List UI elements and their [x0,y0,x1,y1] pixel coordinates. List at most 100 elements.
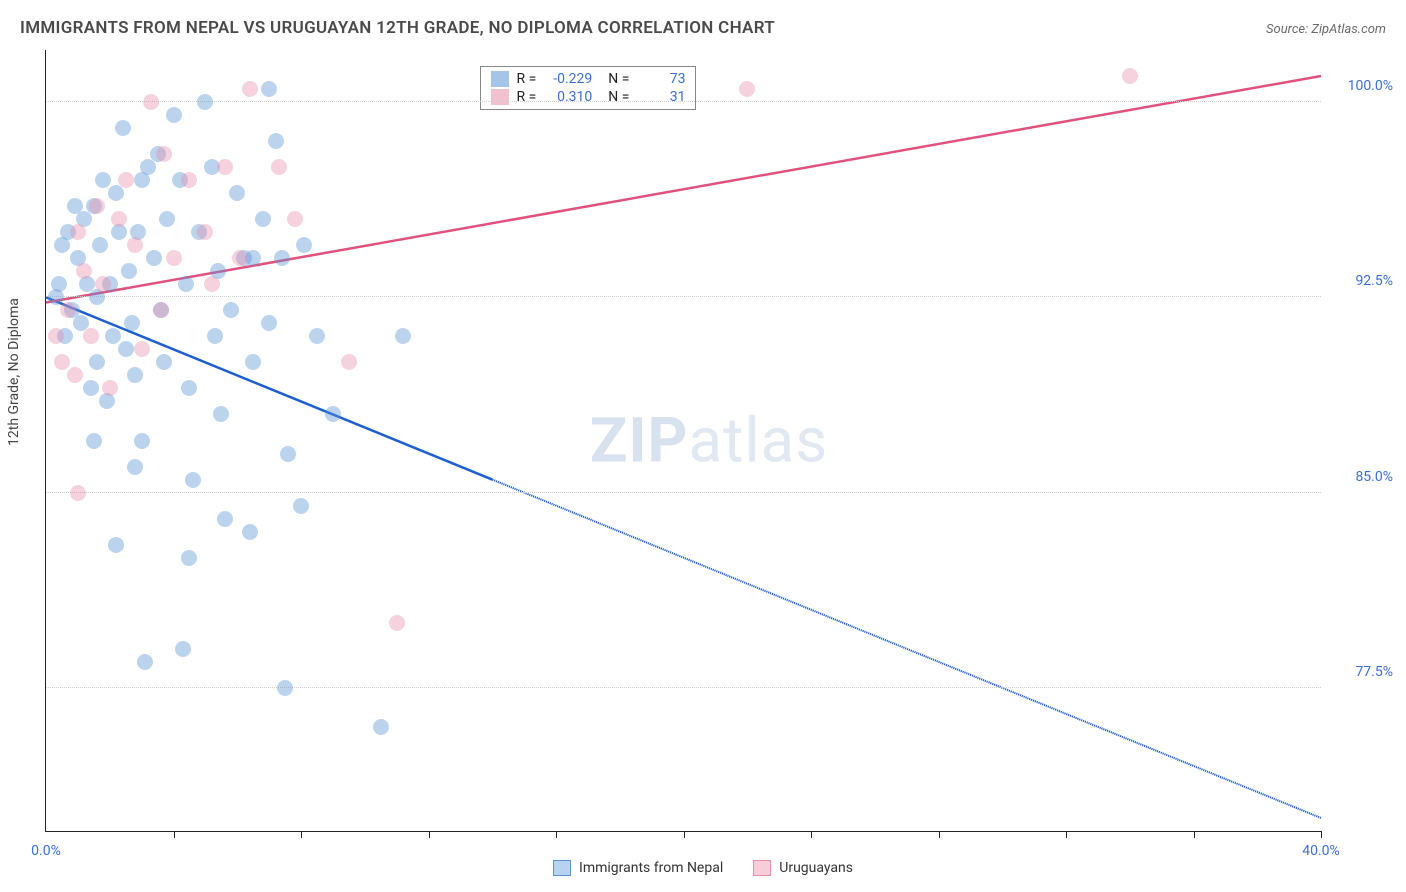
source-attribution: Source: ZipAtlas.com [1266,22,1386,37]
x-tick [174,831,175,838]
data-point [395,328,411,344]
data-point [137,654,153,670]
legend-item: Uruguayans [753,860,853,876]
x-tick [1321,831,1322,838]
data-point [102,380,118,396]
data-point [166,250,182,266]
data-point [309,328,325,344]
legend-swatch [753,860,771,876]
data-point [213,406,229,422]
x-tick [1066,831,1067,838]
x-tick [684,831,685,838]
data-point [54,354,70,370]
y-tick-label: 77.5% [1355,664,1393,680]
data-point [95,276,111,292]
data-point [341,354,357,370]
y-tick-label: 92.5% [1355,273,1393,289]
data-point [287,211,303,227]
data-point [111,211,127,227]
data-point [89,354,105,370]
gridline [46,296,1321,297]
data-point [127,459,143,475]
data-point [76,263,92,279]
x-tick-label: 40.0% [1302,843,1340,859]
legend-swatch [491,89,509,105]
gridline [46,687,1321,688]
data-point [153,302,169,318]
correlation-legend: R =-0.229N =73 R =0.310N =31 [480,66,697,110]
data-point [143,94,159,110]
data-point [95,172,111,188]
y-tick-label: 85.0% [1355,469,1393,485]
data-point [261,315,277,331]
chart-plot-area: ZIPatlas R =-0.229N =73R =0.310N =31 77.… [45,50,1321,832]
y-tick-label: 100.0% [1348,78,1393,94]
data-point [280,446,296,462]
data-point [296,237,312,253]
y-axis-title: 12th Grade, No Diploma [6,298,22,446]
data-point [166,107,182,123]
data-point [118,341,134,357]
correlation-legend-row: R =-0.229N =73 [491,71,686,87]
data-point [118,172,134,188]
correlation-legend-row: R =0.310N =31 [491,89,686,105]
legend-swatch [553,860,571,876]
x-tick [429,831,430,838]
data-point [127,367,143,383]
data-point [271,159,287,175]
data-point [105,328,121,344]
data-point [245,354,261,370]
data-point [242,81,258,97]
data-point [159,211,175,227]
data-point [197,94,213,110]
data-point [156,354,172,370]
gridline [46,101,1321,102]
data-point [115,120,131,136]
data-point [178,276,194,292]
data-point [277,680,293,696]
data-point [83,380,99,396]
x-tick [811,831,812,838]
data-point [70,485,86,501]
data-point [389,615,405,631]
chart-title: IMMIGRANTS FROM NEPAL VS URUGUAYAN 12TH … [20,18,775,38]
data-point [134,433,150,449]
x-tick [301,831,302,838]
data-point [293,498,309,514]
correlation-value: R =0.310N =31 [517,89,686,105]
data-point [229,185,245,201]
x-tick [939,831,940,838]
data-point [197,224,213,240]
data-point [1122,68,1138,84]
data-point [181,380,197,396]
x-tick-label: 0.0% [31,843,61,859]
data-point [67,367,83,383]
data-point [325,406,341,422]
data-point [255,211,271,227]
legend-label: Uruguayans [779,860,853,876]
data-point [223,302,239,318]
legend-swatch [491,71,509,87]
data-point [156,146,172,162]
data-point [108,537,124,553]
data-point [232,250,248,266]
x-tick [1194,831,1195,838]
data-point [48,328,64,344]
data-point [60,302,76,318]
data-point [86,433,102,449]
data-point [89,198,105,214]
gridline [46,492,1321,493]
data-point [146,250,162,266]
data-point [70,224,86,240]
data-point [268,133,284,149]
data-point [175,641,191,657]
data-point [242,524,258,540]
data-point [373,719,389,735]
data-point [121,263,137,279]
correlation-value: R =-0.229N =73 [517,71,686,87]
x-tick [556,831,557,838]
data-point [83,328,99,344]
regression-lines [46,50,1321,831]
data-point [207,328,223,344]
data-point [181,550,197,566]
